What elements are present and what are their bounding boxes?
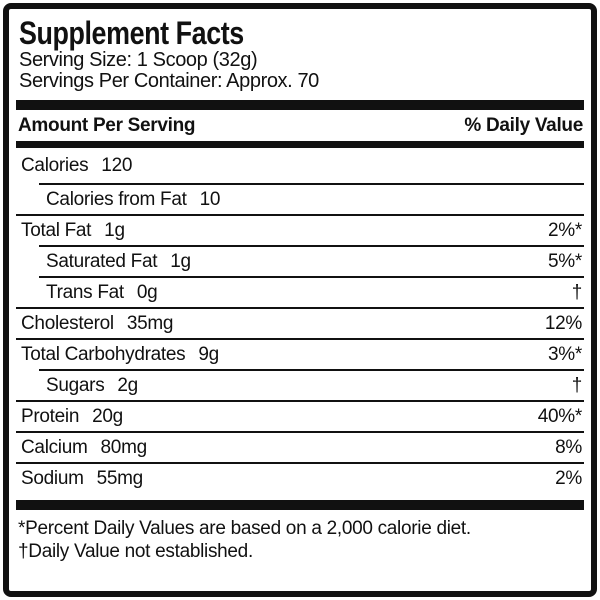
daily-value: 3%* <box>548 344 582 365</box>
nutrient-amount: 1g <box>104 220 125 241</box>
nutrient-rows: Calories 120 Calories from Fat 10 Total … <box>16 148 584 493</box>
nutrient-amount: 10 <box>199 189 221 210</box>
daily-value: 2% <box>555 468 582 489</box>
nutrient-row: Calcium 80mg 8% <box>16 431 584 462</box>
daily-value-header: % Daily Value <box>464 115 583 136</box>
nutrient-row: Saturated Fat 1g 5%* <box>39 245 584 276</box>
nutrient-name: Sodium <box>21 468 84 489</box>
nutrient-amount: 55mg <box>96 468 144 489</box>
nutrient-amount: 1g <box>170 251 191 272</box>
daily-value: † <box>571 375 583 396</box>
supplement-facts-label: Supplement Facts Serving Size: 1 Scoop (… <box>3 3 597 597</box>
nutrient-amount: 9g <box>198 344 219 365</box>
nutrient-name: Trans Fat <box>46 282 124 303</box>
nutrient-name: Calories <box>21 155 89 176</box>
column-header-row: Amount Per Serving % Daily Value <box>16 110 584 141</box>
nutrient-amount: 20g <box>92 406 123 427</box>
nutrient-name: Total Fat <box>21 220 92 241</box>
nutrient-amount: 2g <box>117 375 138 396</box>
daily-value: † <box>571 282 583 303</box>
nutrient-row: Total Carbohydrates 9g 3%* <box>16 338 584 369</box>
footnote-asterisk: *Percent Daily Values are based on a 2,0… <box>18 518 471 539</box>
nutrient-amount: 120 <box>101 155 133 176</box>
daily-value: 5%* <box>548 251 582 272</box>
nutrient-name: Calories from Fat <box>46 189 187 210</box>
nutrient-name: Saturated Fat <box>46 251 158 272</box>
nutrient-name: Total Carbohydrates <box>21 344 186 365</box>
daily-value: 2%* <box>548 220 582 241</box>
nutrient-amount: 80mg <box>100 437 148 458</box>
servings-per-container: Servings Per Container: Approx. 70 <box>19 70 319 92</box>
label-title: Supplement Facts <box>19 15 244 51</box>
nutrient-row: Cholesterol 35mg 12% <box>16 307 584 338</box>
nutrient-row: Calories from Fat 10 <box>39 183 584 214</box>
nutrient-row: Sodium 55mg 2% <box>16 462 584 493</box>
daily-value: 12% <box>544 313 582 334</box>
daily-value: 40%* <box>537 406 583 427</box>
nutrient-amount: 0g <box>136 282 158 303</box>
thick-divider-bottom <box>16 500 584 510</box>
thick-divider-mid <box>16 141 584 148</box>
daily-value: 8% <box>555 437 582 458</box>
nutrient-amount: 35mg <box>126 313 174 334</box>
footnotes: *Percent Daily Values are based on a 2,0… <box>18 517 584 563</box>
nutrient-row: Calories 120 <box>16 148 584 183</box>
nutrient-row: Trans Fat 0g † <box>39 276 584 307</box>
nutrient-row: Protein 20g 40%* <box>16 400 584 431</box>
nutrient-row: Sugars 2g † <box>39 369 584 400</box>
footnote-dagger: †Daily Value not established. <box>18 541 253 562</box>
nutrient-name: Protein <box>21 406 80 427</box>
thick-divider-top <box>16 100 584 110</box>
nutrient-name: Sugars <box>46 375 105 396</box>
serving-size: Serving Size: 1 Scoop (32g) <box>19 49 258 71</box>
amount-per-serving-header: Amount Per Serving <box>18 115 196 136</box>
nutrient-name: Calcium <box>21 437 88 458</box>
nutrient-name: Cholesterol <box>21 313 114 334</box>
nutrient-row: Total Fat 1g 2%* <box>16 214 584 245</box>
